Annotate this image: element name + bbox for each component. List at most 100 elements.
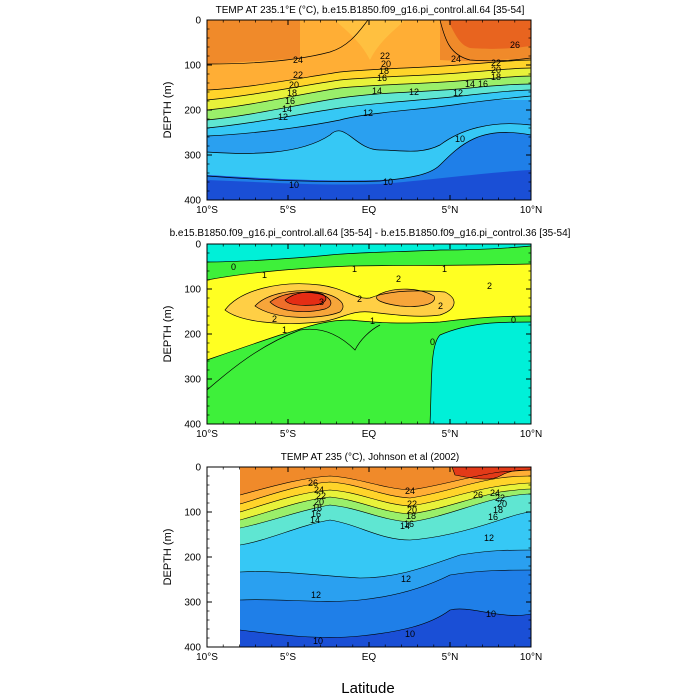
contour-label: 18 — [312, 503, 322, 513]
contour-label: 20 — [289, 80, 299, 90]
panel-1-contours — [207, 20, 531, 182]
x-tick-label: 10°N — [520, 652, 542, 663]
contour-label: 24 — [451, 54, 461, 64]
y-tick-label: 300 — [184, 151, 201, 162]
panel-2: b.e15.B1850.f09_g16.pi_control.all.64 [3… — [170, 228, 571, 425]
x-tick-label: 5°N — [442, 652, 459, 663]
y-tick-label: 400 — [184, 196, 201, 207]
contour-label: 12 — [278, 112, 288, 122]
contour-label: 18 — [493, 505, 503, 515]
y-tick-label: 0 — [195, 463, 201, 474]
contour-label: 24 — [314, 485, 324, 495]
contour-label: 14 — [310, 515, 320, 525]
contour-label: 2 — [357, 294, 362, 304]
panel-1-band — [207, 132, 531, 185]
y-tick-label: 200 — [184, 106, 201, 117]
contour-label: 24 — [293, 55, 303, 65]
contour-label: 20 — [314, 497, 324, 507]
contour-label: 16 — [311, 509, 321, 519]
contour-label: 20 — [491, 65, 501, 75]
contour-label: 18 — [379, 66, 389, 76]
contour-label: 1 — [282, 325, 287, 335]
x-tick-label: 10°S — [196, 652, 218, 663]
y-tick-label: 100 — [184, 61, 201, 72]
panel-1-band — [207, 20, 531, 64]
panel-1-band — [335, 20, 405, 60]
panel-1-title: TEMP AT 235.1°E (°C), b.e15.B1850.f09_g1… — [216, 5, 525, 16]
contour-label: 16 — [285, 96, 295, 106]
panel-3-band — [240, 608, 531, 647]
contour-label: 10 — [383, 177, 393, 187]
x-axis-label: Latitude — [341, 680, 394, 697]
contour-label: 18 — [287, 88, 297, 98]
contour-label: 20 — [381, 59, 391, 69]
contour-label: 3 — [319, 297, 324, 307]
x-tick-label: 10°S — [196, 429, 218, 440]
contour-label: 18 — [491, 72, 501, 82]
contour-label: 16 — [488, 512, 498, 522]
panel-1-band — [448, 20, 531, 49]
panel-2-band — [430, 322, 531, 424]
y-axis-label: DEPTH (m) — [162, 529, 174, 586]
contour-label: 0 — [231, 262, 236, 272]
contour-label: 10 — [405, 629, 415, 639]
panel-2-title: b.e15.B1850.f09_g16.pi_control.all.64 [3… — [170, 228, 571, 239]
panel-3-field — [240, 467, 531, 647]
panel-2-band — [376, 289, 435, 307]
x-tick-label: 5°S — [280, 429, 297, 440]
contour-label: 2 — [272, 314, 277, 324]
panel-2-contours — [207, 245, 531, 424]
contour-label: 14 — [465, 79, 475, 89]
contour-label: 1 — [262, 270, 267, 280]
y-tick-label: 100 — [184, 508, 201, 519]
panel-2-band — [285, 292, 326, 306]
contour-label: 24 — [405, 486, 415, 496]
x-tick-label: 10°N — [520, 205, 542, 216]
contour-label: 22 — [407, 499, 417, 509]
x-tick-label: 5°S — [280, 205, 297, 216]
contour-label: 18 — [406, 511, 416, 521]
y-tick-label: 400 — [184, 643, 201, 654]
contour-label: 26 — [473, 490, 483, 500]
y-tick-label: 400 — [184, 420, 201, 431]
contour-label: 22 — [491, 58, 501, 68]
panel-2-field — [207, 244, 531, 424]
contour-label: 0 — [430, 337, 435, 347]
panel-3: TEMP AT 235 (°C), Johnson et al (2002) — [206, 452, 532, 648]
y-tick-label: 300 — [184, 598, 201, 609]
x-tick-label: EQ — [362, 652, 377, 663]
contour-label: 22 — [293, 70, 303, 80]
x-tick-label: 10°S — [196, 205, 218, 216]
contour-label: 2 — [438, 301, 443, 311]
contour-label: 10 — [313, 636, 323, 646]
contour-label: 16 — [478, 79, 488, 89]
y-axis-label: DEPTH (m) — [162, 306, 174, 363]
contour-label: 12 — [409, 87, 419, 97]
contour-label: 22 — [380, 51, 390, 61]
panel-3-title: TEMP AT 235 (°C), Johnson et al (2002) — [281, 452, 460, 463]
y-tick-label: 200 — [184, 330, 201, 341]
x-tick-label: EQ — [362, 205, 377, 216]
panel-3-contour-labels: 26 24 22 20 18 16 14 24 22 20 18 16 14 2… — [308, 478, 507, 646]
contour-label: 2 — [396, 274, 401, 284]
contour-label: 16 — [404, 519, 414, 529]
contour-label: 20 — [497, 499, 507, 509]
contour-label: 14 — [400, 521, 410, 531]
contour-label: 14 — [282, 104, 292, 114]
contour-label: 1 — [352, 264, 357, 274]
x-tick-label: 5°N — [442, 429, 459, 440]
contour-label: 12 — [484, 533, 494, 543]
contour-label: 12 — [401, 574, 411, 584]
contour-label: 24 — [490, 488, 500, 498]
y-tick-label: 200 — [184, 553, 201, 564]
contour-label: 10 — [486, 609, 496, 619]
contour-label: 14 — [372, 86, 382, 96]
x-tick-label: 5°S — [280, 652, 297, 663]
x-tick-label: 10°N — [520, 429, 542, 440]
contour-label: 22 — [316, 491, 326, 501]
y-tick-label: 300 — [184, 375, 201, 386]
contour-label: 12 — [311, 590, 321, 600]
panel-2-contour-labels: 0 1 1 1 2 2 2 3 2 2 1 1 0 0 — [231, 262, 516, 347]
contour-label: 22 — [495, 493, 505, 503]
